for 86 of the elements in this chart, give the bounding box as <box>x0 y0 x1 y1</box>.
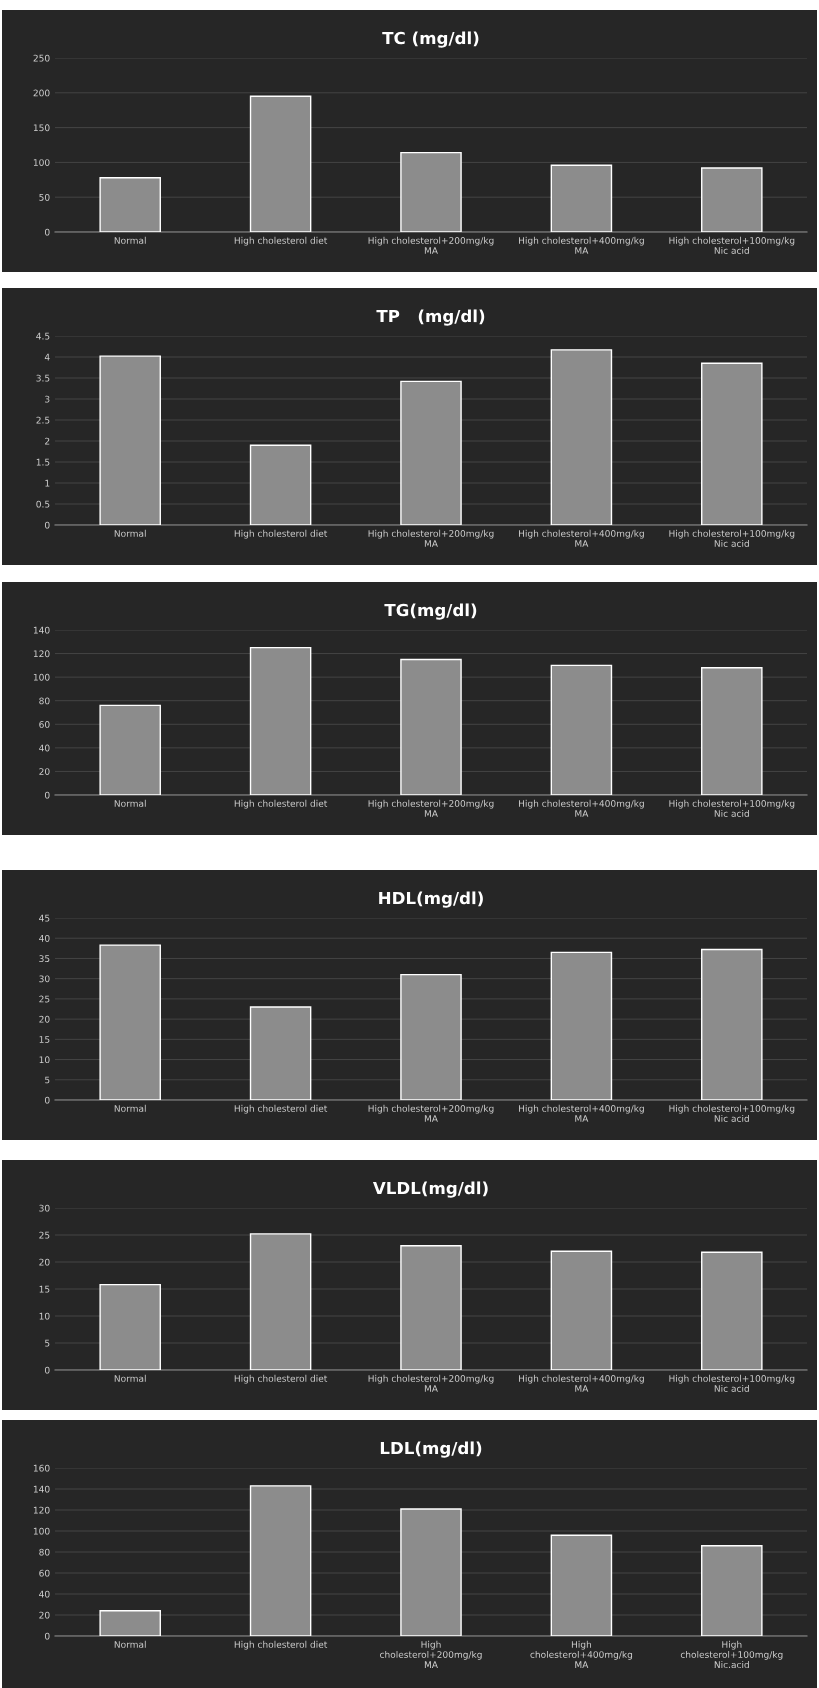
y-tick-label: 0.5 <box>36 500 50 508</box>
y-tick-label: 30 <box>39 1204 50 1212</box>
chart-title: TP (mg/dl) <box>376 309 485 326</box>
y-tick-label: 100 <box>33 1527 50 1535</box>
x-tick-label: Normal <box>114 1374 146 1382</box>
x-tick-label: High cholesterol+200mg/kg MA <box>368 1104 494 1122</box>
x-tick-label: High cholesterol+100mg/kg Nic.acid <box>680 1640 783 1669</box>
y-tick-label: 5 <box>45 1076 50 1084</box>
y-tick-label: 15 <box>39 1285 50 1293</box>
y-tick-label: 40 <box>39 744 50 752</box>
y-tick-label: 140 <box>33 1485 50 1493</box>
x-tick-label: High cholesterol+400mg/kg MA <box>519 236 644 254</box>
y-tick-label: 80 <box>39 1548 50 1556</box>
y-tick-label: 120 <box>33 650 50 658</box>
y-tick-label: 0 <box>44 228 50 236</box>
x-tick-label: High cholesterol+100mg/kg Nic acid <box>669 529 795 547</box>
y-tick-label: 0 <box>44 1096 50 1104</box>
x-tick-label: High cholesterol+400mg/kg MA <box>519 1104 644 1122</box>
y-tick-label: 15 <box>39 1036 50 1043</box>
y-tick-label: 150 <box>33 124 50 132</box>
x-tick-label: High cholesterol+400mg/kg MA <box>519 1374 644 1392</box>
x-tick-label: High cholesterol+100mg/kg Nic acid <box>669 1374 795 1392</box>
y-tick-label: 100 <box>33 673 50 681</box>
x-tick-label: High cholesterol+200mg/kg MA <box>368 529 494 547</box>
y-tick-label: 25 <box>39 995 50 1003</box>
x-tick-label: High cholesterol+100mg/kg Nic acid <box>669 236 795 254</box>
y-tick-label: 20 <box>39 1611 50 1619</box>
x-tick-label: High cholesterol+200mg/kg MA <box>380 1640 482 1668</box>
y-tick-label: 50 <box>39 193 50 201</box>
y-tick-label: 5 <box>45 1339 50 1347</box>
x-tick-label: Normal <box>114 1640 146 1648</box>
y-tick-label: 4 <box>44 353 50 361</box>
x-tick-label: Normal <box>114 1104 146 1112</box>
x-tick-label: Normal <box>114 529 146 537</box>
y-tick-label: 120 <box>33 1506 50 1514</box>
y-tick-label: 20 <box>39 768 50 775</box>
chart-title: LDL(mg/dl) <box>380 1441 482 1458</box>
x-tick-label: High cholesterol+200mg/kg MA <box>368 1374 494 1392</box>
y-tick-label: 3 <box>45 395 50 403</box>
y-tick-label: 20 <box>39 1258 50 1266</box>
x-tick-label: High cholesterol diet <box>234 1640 328 1650</box>
x-tick-label: High cholesterol+400mg/kg MA <box>519 529 644 547</box>
y-tick-label: 30 <box>39 975 50 983</box>
x-tick-label: High cholesterol+400mg/kg MA <box>530 1640 633 1668</box>
y-tick-label: 4.5 <box>36 332 50 340</box>
y-tick-label: 2 <box>45 437 50 445</box>
y-tick-label: 40 <box>39 934 50 942</box>
y-tick-label: 25 <box>39 1231 50 1239</box>
x-tick-label: High cholesterol diet <box>234 799 328 809</box>
y-tick-label: 1 <box>45 479 50 487</box>
y-tick-label: 0 <box>44 791 50 799</box>
x-tick-label: Normal <box>114 236 146 244</box>
x-tick-label: High cholesterol+100mg/kg Nic acid <box>669 799 795 817</box>
x-tick-label: High cholesterol+400mg/kg MA <box>519 799 644 817</box>
y-tick-label: 0 <box>44 521 50 529</box>
y-tick-label: 160 <box>33 1464 50 1472</box>
chart-title: HDL(mg/dl) <box>379 891 483 908</box>
y-tick-label: 35 <box>39 955 50 962</box>
x-tick-label: High cholesterol+100mg/kg Nic acid <box>669 1104 795 1122</box>
y-tick-label: 1.5 <box>36 458 50 466</box>
x-tick-label: High cholesterol diet <box>234 1374 328 1384</box>
x-tick-label: High cholesterol diet <box>234 529 328 539</box>
y-tick-label: 60 <box>39 1569 50 1577</box>
y-tick-label: 0 <box>44 1632 50 1640</box>
x-tick-label: Normal <box>114 799 146 807</box>
y-tick-label: 2.5 <box>36 416 50 424</box>
x-tick-label: High cholesterol+200mg/kg MA <box>368 799 494 817</box>
chart-title: TC (mg/dl) <box>382 31 479 48</box>
y-tick-label: 140 <box>33 626 50 634</box>
chart-title: TG(mg/dl) <box>384 603 477 620</box>
y-tick-label: 80 <box>39 697 50 705</box>
y-tick-label: 60 <box>39 721 50 728</box>
y-tick-label: 100 <box>33 159 50 166</box>
y-tick-label: 10 <box>39 1312 50 1320</box>
chart-title: VLDL(mg/dl) <box>372 1181 488 1198</box>
x-tick-label: High cholesterol diet <box>234 236 328 246</box>
y-tick-label: 40 <box>39 1590 50 1598</box>
y-tick-label: 10 <box>39 1056 50 1064</box>
y-tick-label: 250 <box>33 54 50 62</box>
y-tick-label: 3.5 <box>36 374 50 382</box>
y-tick-label: 20 <box>39 1015 50 1023</box>
y-tick-label: 0 <box>44 1366 50 1374</box>
x-tick-label: High cholesterol diet <box>234 1104 328 1114</box>
x-tick-label: High cholesterol+200mg/kg MA <box>368 236 494 254</box>
y-tick-label: 45 <box>39 914 50 922</box>
y-tick-label: 200 <box>33 89 50 97</box>
